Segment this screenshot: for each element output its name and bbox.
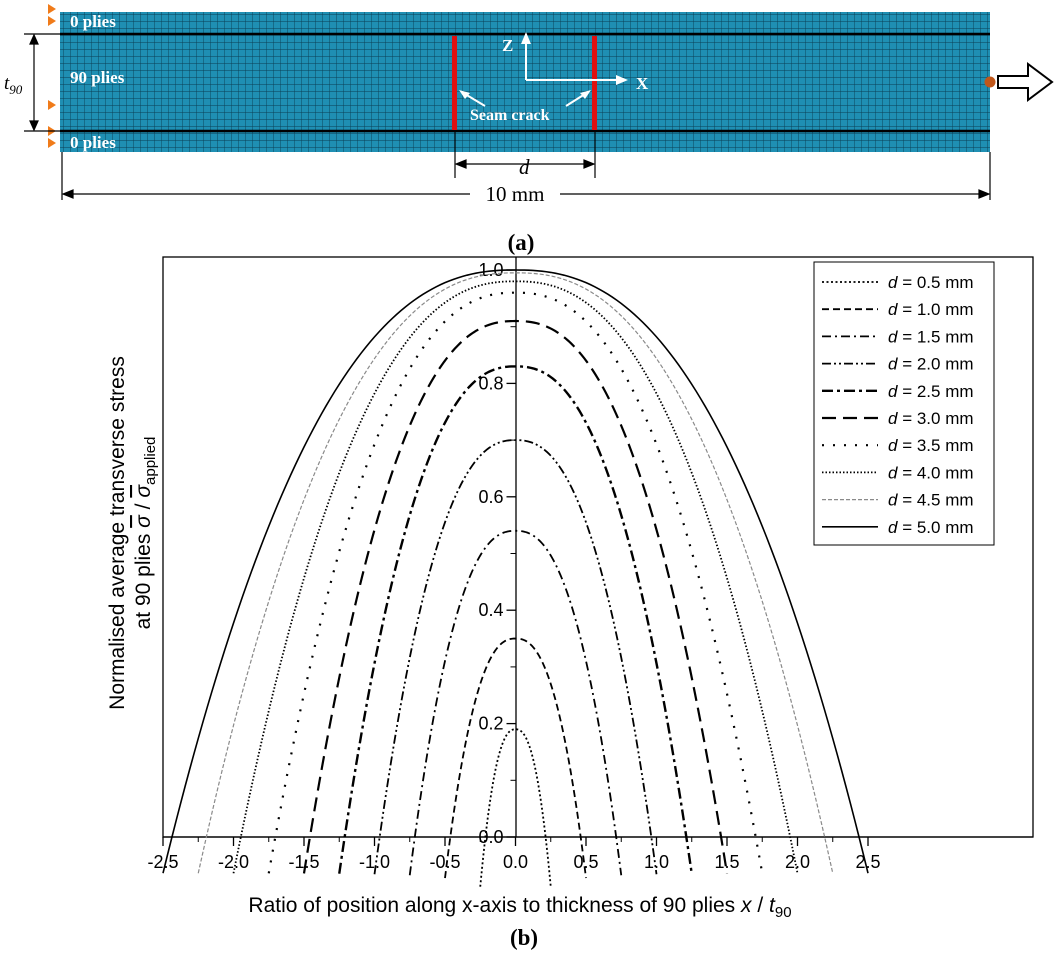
x-tick-label: 1.5	[714, 852, 739, 872]
y-tick-label: 0.4	[478, 600, 503, 620]
x-tick-label: 2.5	[855, 852, 880, 872]
y-axis-label-line2: at 90 plies σ / σapplied	[132, 437, 159, 630]
spacing-dimension	[454, 130, 596, 178]
legend-label: d = 3.5 mm	[888, 436, 974, 455]
seam-crack-left	[452, 36, 457, 130]
legend-label: d = 2.0 mm	[888, 355, 974, 374]
series-line	[444, 637, 587, 879]
x-tick-label: 2.0	[785, 852, 810, 872]
bottom-ply-label: 0 plies	[70, 133, 116, 152]
y-tick-label: 1.0	[478, 260, 503, 280]
panel-b: -2.5 -2.0 -1.5 -1.0 -0.5 0.0 0.5 1.0 1.5 2.0 2.5 0.…	[106, 256, 1034, 950]
series-line	[373, 439, 658, 875]
legend-label: d = 5.0 mm	[888, 518, 974, 537]
series-group	[162, 269, 869, 887]
axis-z-label: Z	[502, 36, 513, 55]
y-tick-label: 0.0	[478, 827, 503, 847]
series-line	[197, 272, 834, 874]
x-tick-label: -0.5	[429, 852, 460, 872]
boundary-markers	[48, 4, 56, 148]
legend-label: d = 2.5 mm	[888, 382, 974, 401]
length-label: 10 mm	[486, 182, 545, 206]
panel-a-label: (a)	[508, 230, 535, 255]
series-line	[338, 365, 693, 874]
y-tick-label: 0.8	[478, 373, 503, 393]
legend-label: d = 4.0 mm	[888, 463, 974, 482]
legend-label: d = 1.5 mm	[888, 327, 974, 346]
legend-label: d = 1.0 mm	[888, 300, 974, 319]
x-tick-label: -2.0	[218, 852, 249, 872]
legend-label: d = 3.0 mm	[888, 409, 974, 428]
middle-ply-label: 90 plies	[70, 68, 125, 87]
load-node	[984, 76, 996, 88]
series-line	[232, 280, 799, 874]
x-tick-label: 1.0	[644, 852, 669, 872]
y-tick-label: 0.2	[478, 714, 503, 734]
crack-pointers	[459, 90, 591, 107]
x-tick-label: -1.0	[359, 852, 390, 872]
ticks: -2.5 -2.0 -1.5 -1.0 -0.5 0.0 0.5 1.0 1.5 2.0 2.5 0.…	[147, 260, 880, 872]
series-line	[162, 269, 869, 874]
thickness-dimension	[24, 33, 60, 132]
x-tick-label: 0.5	[573, 852, 598, 872]
series-line	[408, 529, 623, 876]
x-tick-label: -1.5	[288, 852, 319, 872]
legend-label: d = 4.5 mm	[888, 491, 974, 510]
y-axis-label-line1: Normalised average transverse stress	[106, 356, 129, 710]
top-ply-label: 0 plies	[70, 12, 116, 31]
legend-label: d = 0.5 mm	[888, 273, 974, 292]
length-label-bg	[470, 184, 560, 204]
x-axis-label: Ratio of position along x-axis to thickn…	[248, 894, 791, 921]
coordinate-axes	[521, 32, 628, 85]
spacing-label: d	[519, 155, 530, 179]
crack-label: Seam crack	[470, 107, 550, 124]
x-tick-label: 0.0	[503, 852, 528, 872]
series-line	[302, 319, 729, 874]
x-tick-label: -2.5	[147, 852, 178, 872]
legend-items: d = 0.5 mm d = 1.0 mm d = 1.5 mm d = 2.0 mm…	[822, 273, 974, 537]
legend: d = 0.5 mm d = 1.0 mm d = 1.5 mm d = 2.0 mm…	[813, 261, 995, 546]
load-arrow-icon	[997, 62, 1054, 102]
thickness-label: t90	[4, 73, 23, 97]
y-tick-label: 0.6	[478, 487, 503, 507]
panel-b-label: (b)	[510, 925, 538, 950]
axis-x-label: X	[636, 74, 649, 93]
panel-a: 0 plies 90 plies 0 plies t90 Z X	[4, 4, 1054, 255]
seam-crack-right	[592, 36, 597, 130]
